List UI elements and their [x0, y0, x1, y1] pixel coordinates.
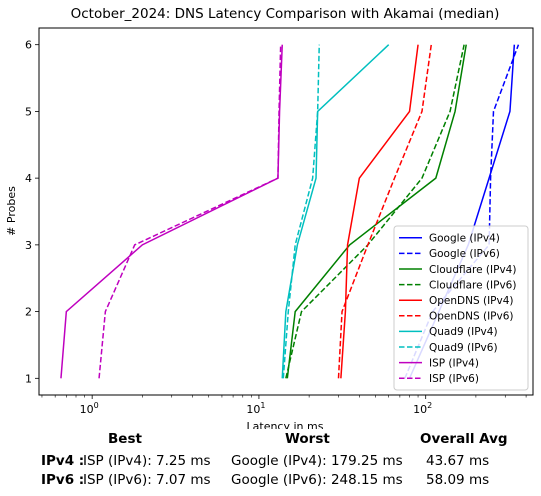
y-axis-label: # Probes [5, 186, 18, 236]
worst-header: Worst [285, 431, 330, 447]
legend-label-quad9-ipv6: Quad9 (IPv6) [429, 342, 498, 354]
chart-title: October_2024: DNS Latency Comparison wit… [71, 6, 500, 22]
ipv4-best: ISP (IPv4): 7.25 ms [83, 453, 211, 469]
series-line-isp-ipv6 [98, 44, 282, 379]
legend-label-opendns-ipv6: OpenDNS (IPv6) [429, 311, 514, 323]
series-line-cloudflare-ipv6 [285, 44, 465, 379]
y-tick-label: 6 [25, 39, 32, 52]
y-tick-label: 5 [25, 105, 32, 118]
legend-box [393, 225, 529, 391]
legend-label-google-ipv6: Google (IPv6) [429, 248, 500, 260]
best-header: Best [108, 431, 142, 447]
x-axis-label: Latency in ms [247, 420, 324, 429]
x-tick-label: 102 [413, 401, 432, 416]
ipv6-best: ISP (IPv6): 7.07 ms [83, 472, 211, 488]
legend: Google (IPv4) Google (IPv6) Cloudflare (IP… [393, 225, 529, 391]
series-line-cloudflare-ipv4 [286, 44, 467, 379]
ipv6-row-label: IPv6 : [41, 472, 85, 488]
series-line-isp-ipv4 [60, 44, 283, 379]
y-tick-label: 2 [25, 306, 32, 319]
ipv4-worst: Google (IPv4): 179.25 ms [231, 453, 403, 469]
y-tick-label: 1 [25, 372, 32, 385]
summary-table: Best Worst Overall Avg IPv4 : ISP (IPv4)… [0, 429, 541, 496]
legend-label-quad9-ipv4: Quad9 (IPv4) [429, 326, 498, 338]
ipv6-avg: 58.09 ms [426, 472, 490, 488]
series-line-quad9-ipv4 [281, 44, 390, 379]
y-tick-label: 4 [25, 172, 32, 185]
legend-label-cloudflare-ipv4: Cloudflare (IPv4) [429, 264, 516, 276]
y-axis: 1 2 3 4 5 6 [25, 39, 39, 385]
ipv4-row-label: IPv4 : [41, 453, 85, 469]
latency-chart: October_2024: DNS Latency Comparison wit… [5, 6, 534, 429]
y-tick-label: 3 [25, 239, 32, 252]
legend-label-google-ipv4: Google (IPv4) [429, 233, 500, 245]
ipv4-avg: 43.67 ms [426, 453, 490, 469]
legend-label-isp-ipv4: ISP (IPv4) [429, 357, 479, 369]
legend-label-cloudflare-ipv6: Cloudflare (IPv6) [429, 279, 516, 291]
avg-header: Overall Avg [420, 431, 508, 447]
series-line-opendns-ipv4 [340, 44, 419, 379]
x-tick-label: 101 [246, 401, 265, 416]
ipv6-worst: Google (IPv6): 248.15 ms [231, 472, 403, 488]
x-axis: 100 101 102 [41, 395, 527, 416]
legend-label-isp-ipv6: ISP (IPv6) [429, 373, 479, 385]
legend-label-opendns-ipv4: OpenDNS (IPv4) [429, 295, 514, 307]
x-tick-label: 100 [80, 401, 99, 416]
series-line-quad9-ipv6 [282, 44, 320, 379]
